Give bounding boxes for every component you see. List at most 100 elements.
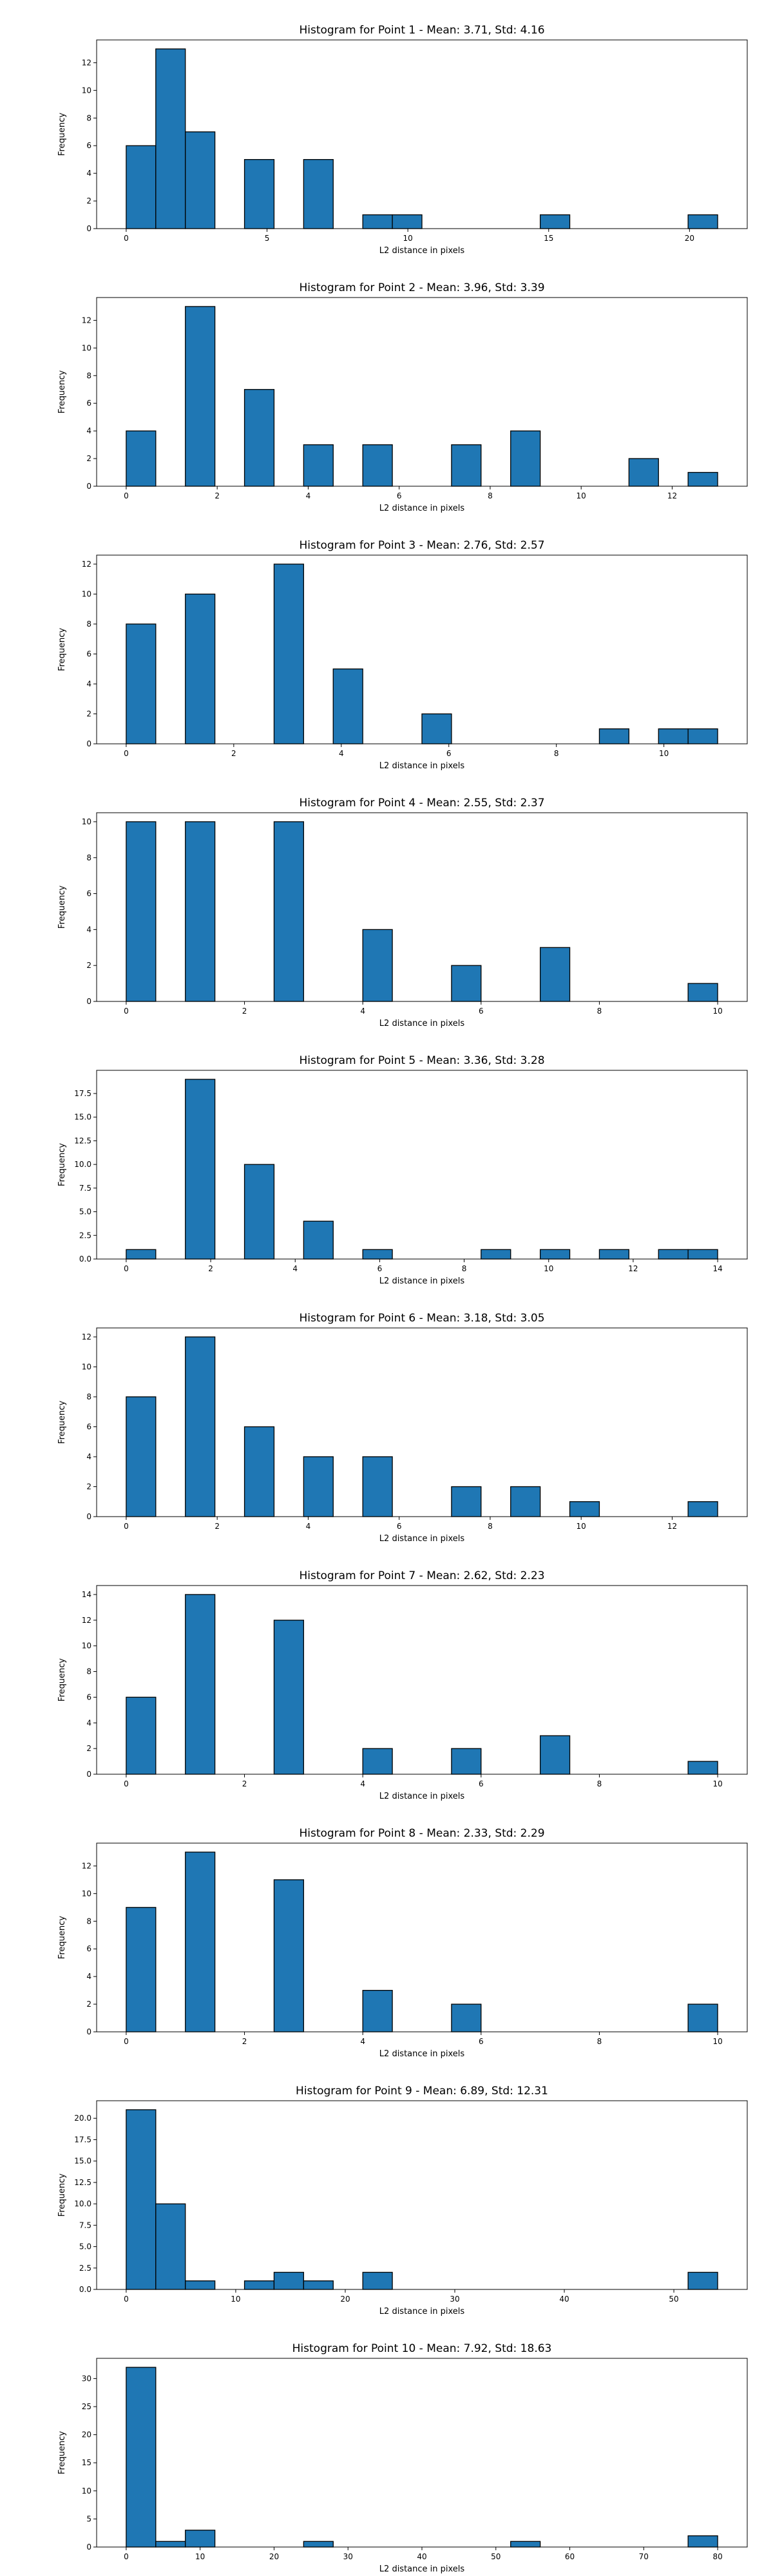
y-tick-label: 7.5 <box>79 1184 91 1193</box>
y-tick-label: 20 <box>82 2430 91 2439</box>
y-tick-label: 0.0 <box>79 2285 91 2294</box>
x-tick-label: 4 <box>360 1007 365 1016</box>
y-tick-label: 10.0 <box>74 2199 91 2208</box>
histogram-bar <box>362 214 393 229</box>
y-axis-label: Frequency <box>57 113 67 156</box>
histogram-bar <box>126 2367 157 2548</box>
y-tick-label: 10 <box>82 343 91 352</box>
y-tick-label: 8 <box>86 371 91 380</box>
x-tick-label: 12 <box>667 491 677 500</box>
y-tick-label: 6 <box>86 141 91 150</box>
x-tick-label: 4 <box>339 749 344 758</box>
y-tick-label: 6 <box>86 399 91 408</box>
y-axis-label: Frequency <box>57 886 67 929</box>
y-tick-label: 6 <box>86 649 91 658</box>
y-tick-label: 0 <box>86 1512 91 1521</box>
x-tick-label: 15 <box>544 234 553 243</box>
histogram-bar <box>539 1249 571 1260</box>
y-tick-label: 2 <box>86 1482 91 1491</box>
chart-title: Histogram for Point 9 - Mean: 6.89, Std:… <box>296 2085 548 2098</box>
histogram-bar <box>687 1761 718 1775</box>
x-tick-label: 6 <box>479 1779 484 1788</box>
y-tick-label: 10 <box>82 817 91 826</box>
histogram-bar <box>243 389 275 487</box>
y-tick-label: 20.0 <box>74 2114 91 2123</box>
axes-frame <box>96 2358 748 2548</box>
y-tick-label: 0.0 <box>79 1255 91 1264</box>
y-tick-label: 0 <box>86 224 91 233</box>
y-tick-label: 10 <box>82 589 91 598</box>
x-tick-label: 2 <box>208 1264 213 1273</box>
y-tick-label: 5.0 <box>79 1208 91 1217</box>
x-tick-label: 10 <box>577 1522 586 1531</box>
histogram-bar <box>185 1079 216 1260</box>
histogram-panel-6: Histogram for Point 6 - Mean: 3.18, Std:… <box>57 1312 748 1544</box>
histogram-bar <box>303 159 334 229</box>
axes-frame <box>96 1842 748 2032</box>
y-tick-label: 7.5 <box>79 2221 91 2230</box>
histogram-panel-2: Histogram for Point 2 - Mean: 3.96, Std:… <box>57 281 748 513</box>
y-tick-label: 2 <box>86 709 91 718</box>
y-tick-label: 0 <box>86 997 91 1006</box>
y-tick-label: 6 <box>86 1422 91 1431</box>
histogram-bar <box>185 1852 216 2032</box>
x-tick-label: 10 <box>659 749 669 758</box>
x-tick-label: 0 <box>124 491 129 500</box>
histogram-bar <box>569 1501 600 1517</box>
y-axis-label: Frequency <box>57 628 67 671</box>
x-tick-label: 10 <box>544 1264 553 1273</box>
x-tick-label: 0 <box>124 1779 129 1788</box>
y-tick-label: 17.5 <box>74 1089 91 1098</box>
y-tick-label: 0 <box>86 2543 91 2552</box>
x-tick-label: 6 <box>377 1264 383 1273</box>
x-axis-label: L2 distance in pixels <box>379 1276 465 1286</box>
histogram-bar <box>185 1594 216 1775</box>
x-tick-label: 10 <box>712 1779 722 1788</box>
y-tick-label: 2.5 <box>79 2264 91 2273</box>
x-tick-label: 0 <box>124 1522 129 1531</box>
x-tick-label: 10 <box>577 491 586 500</box>
y-tick-label: 4 <box>86 679 91 688</box>
axes-frame <box>96 812 748 1002</box>
x-tick-label: 50 <box>669 2295 678 2304</box>
y-tick-label: 8 <box>86 1667 91 1676</box>
y-tick-label: 10 <box>82 1362 91 1371</box>
histogram-panel-8: Histogram for Point 8 - Mean: 2.33, Std:… <box>57 1827 748 2059</box>
chart-title: Histogram for Point 6 - Mean: 3.18, Std:… <box>299 1312 544 1325</box>
y-tick-label: 0 <box>86 739 91 748</box>
histogram-bar <box>510 1486 541 1517</box>
histogram-bar <box>126 145 157 229</box>
x-axis-label: L2 distance in pixels <box>379 1534 465 1544</box>
x-tick-label: 12 <box>667 1522 677 1531</box>
y-tick-label: 2.5 <box>79 1231 91 1240</box>
axes-frame <box>96 1585 748 1775</box>
y-axis-label: Frequency <box>57 1143 67 1186</box>
y-tick-label: 25 <box>82 2402 91 2411</box>
histogram-panel-9: Histogram for Point 9 - Mean: 6.89, Std:… <box>57 2085 748 2316</box>
histogram-bar <box>155 2541 186 2548</box>
y-tick-label: 12 <box>82 560 91 569</box>
x-tick-label: 10 <box>712 1007 722 1016</box>
y-tick-label: 15.0 <box>74 2157 91 2166</box>
y-tick-label: 15.0 <box>74 1113 91 1122</box>
histogram-bar <box>539 1735 571 1775</box>
y-tick-label: 0 <box>86 2027 91 2036</box>
histogram-bar <box>362 2271 393 2290</box>
histogram-bar <box>303 1220 334 1260</box>
x-tick-label: 0 <box>124 2552 129 2561</box>
histogram-bar <box>362 444 393 487</box>
histogram-bar <box>126 1249 157 1260</box>
histogram-bar <box>126 623 157 744</box>
y-tick-label: 0 <box>86 1770 91 1779</box>
x-tick-label: 12 <box>628 1264 638 1273</box>
histogram-bar <box>510 430 541 487</box>
y-tick-label: 12.5 <box>74 2178 91 2187</box>
x-tick-label: 20 <box>269 2552 279 2561</box>
chart-title: Histogram for Point 1 - Mean: 3.71, Std:… <box>299 24 544 37</box>
x-tick-label: 4 <box>292 1264 298 1273</box>
x-axis-label: L2 distance in pixels <box>379 1792 465 1801</box>
chart-title: Histogram for Point 4 - Mean: 2.55, Std:… <box>299 797 544 810</box>
histogram-bar <box>273 821 305 1002</box>
y-tick-label: 14 <box>82 1590 91 1599</box>
y-tick-label: 4 <box>86 1972 91 1981</box>
